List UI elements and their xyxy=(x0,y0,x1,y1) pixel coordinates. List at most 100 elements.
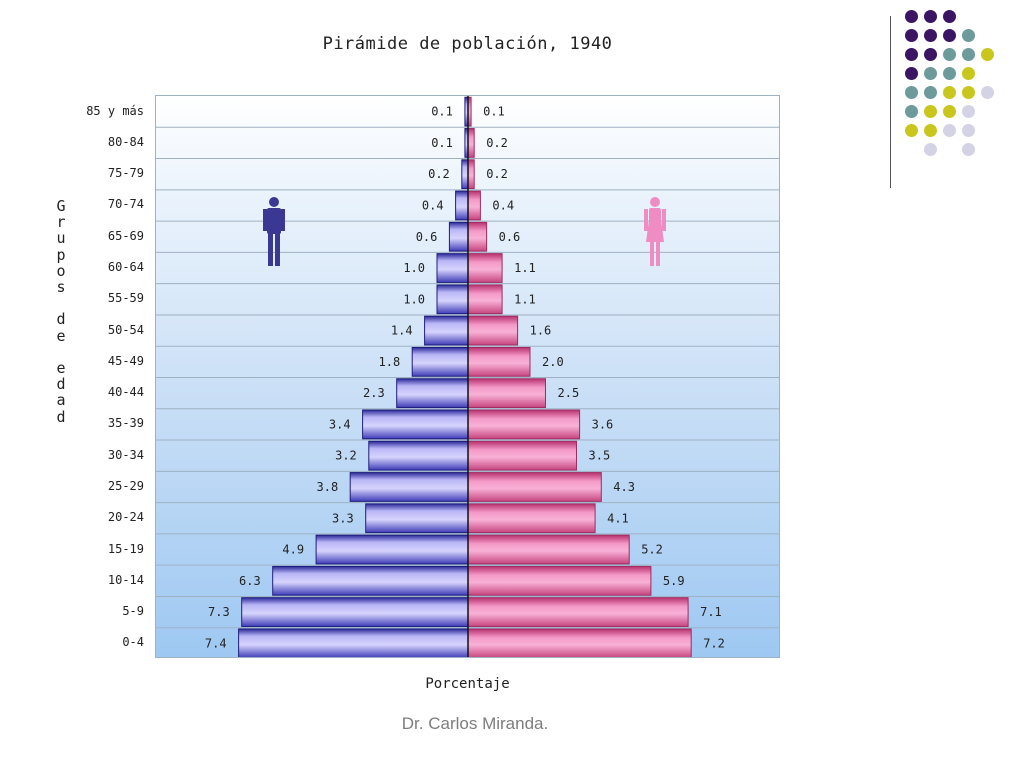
data-label-female-11: 3.5 xyxy=(589,449,611,463)
decorative-dot xyxy=(962,143,975,156)
decorative-dot xyxy=(962,124,975,137)
bar-female-12 xyxy=(467,472,602,502)
bar-female-16 xyxy=(467,597,689,627)
data-label-male-0: 0.1 xyxy=(431,105,453,119)
bar-male-8 xyxy=(411,346,469,377)
bar-male-14 xyxy=(315,534,469,565)
y-tick-label: 45-49 xyxy=(107,353,144,368)
data-label-female-7: 1.6 xyxy=(530,324,552,338)
bar-male-12 xyxy=(349,472,469,502)
chart-title: Pirámide de población, 1940 xyxy=(322,34,613,54)
decorative-dot xyxy=(981,48,994,61)
data-label-male-8: 1.8 xyxy=(379,355,401,369)
decorative-dot xyxy=(924,67,937,80)
decorative-dot xyxy=(943,105,956,118)
data-label-female-9: 2.5 xyxy=(558,386,580,400)
bar-male-11 xyxy=(368,440,469,471)
decorative-dot xyxy=(924,48,937,61)
decorative-dot xyxy=(905,124,918,137)
data-label-male-10: 3.4 xyxy=(329,417,351,431)
bar-female-5 xyxy=(467,253,503,283)
data-label-male-2: 0.2 xyxy=(428,167,450,181)
data-labels: 0.1 0.1 0.1 0.2 0.2 0.2 0.4 0.4 0.6 0.6 1.0 1.1 1.0 1… xyxy=(205,105,725,651)
decorative-dot xyxy=(924,124,937,137)
data-label-male-17: 7.4 xyxy=(205,636,227,650)
decorative-dot xyxy=(924,86,937,99)
data-label-female-4: 0.6 xyxy=(499,230,521,244)
male-figure-icon xyxy=(263,197,285,266)
data-label-female-17: 7.2 xyxy=(703,636,725,650)
bar-female-3 xyxy=(467,190,481,221)
decorative-dot xyxy=(962,29,975,42)
data-label-female-12: 4.3 xyxy=(613,480,635,494)
data-label-female-6: 1.1 xyxy=(514,292,536,306)
data-label-male-11: 3.2 xyxy=(335,449,357,463)
x-axis-label: Porcentaje xyxy=(425,676,510,692)
decorative-dot xyxy=(943,48,956,61)
bar-male-15 xyxy=(272,565,469,596)
y-tick-label: 75-79 xyxy=(107,166,144,181)
bar-female-2 xyxy=(467,159,475,190)
decorative-dot xyxy=(943,10,956,23)
data-label-female-3: 0.4 xyxy=(492,198,514,212)
data-label-female-10: 3.6 xyxy=(592,417,614,431)
bar-female-4 xyxy=(467,221,488,252)
data-label-female-2: 0.2 xyxy=(486,167,508,181)
decorative-dot xyxy=(981,86,994,99)
bar-female-15 xyxy=(467,565,652,596)
decorative-dot xyxy=(905,86,918,99)
decorative-dot xyxy=(962,86,975,99)
decorative-dot xyxy=(905,105,918,118)
data-label-male-16: 7.3 xyxy=(208,605,230,619)
decorative-dot xyxy=(962,67,975,80)
bar-male-16 xyxy=(241,597,469,627)
population-pyramid-chart: 0.1 0.1 0.1 0.2 0.2 0.2 0.4 0.4 0.6 0.6 1.0 1.1 1.0 1… xyxy=(156,96,779,657)
decorative-divider xyxy=(890,16,891,188)
y-tick-label: 60-64 xyxy=(107,260,144,275)
decorative-dot xyxy=(905,29,918,42)
data-label-male-13: 3.3 xyxy=(332,511,354,525)
bar-female-1 xyxy=(467,128,475,158)
decorative-dot xyxy=(905,67,918,80)
y-tick-label: 10-14 xyxy=(107,572,144,587)
bar-female-17 xyxy=(467,628,692,657)
decorative-dot xyxy=(943,67,956,80)
decorative-dot xyxy=(924,143,937,156)
y-tick-label: 65-69 xyxy=(107,228,144,243)
decorative-dot xyxy=(905,48,918,61)
bar-male-4 xyxy=(448,221,469,252)
data-label-female-1: 0.2 xyxy=(486,136,508,150)
bar-female-10 xyxy=(467,409,581,440)
bar-male-13 xyxy=(365,503,469,534)
y-tick-label: 40-44 xyxy=(107,385,144,400)
bar-male-10 xyxy=(362,409,469,440)
decorative-dot xyxy=(905,10,918,23)
bar-male-3 xyxy=(455,190,469,221)
decorative-dot xyxy=(924,10,937,23)
y-tick-label: 15-19 xyxy=(107,541,144,556)
data-label-male-12: 3.8 xyxy=(317,480,339,494)
data-label-female-0: 0.1 xyxy=(483,105,505,119)
data-label-male-3: 0.4 xyxy=(422,198,444,212)
data-label-male-15: 6.3 xyxy=(239,574,261,588)
data-label-male-7: 1.4 xyxy=(391,324,413,338)
bar-female-6 xyxy=(467,284,503,315)
data-label-female-14: 5.2 xyxy=(641,543,663,557)
data-label-female-13: 4.1 xyxy=(607,511,629,525)
bar-female-14 xyxy=(467,534,630,565)
data-label-male-6: 1.0 xyxy=(403,292,425,306)
bar-female-11 xyxy=(467,440,577,471)
bars xyxy=(238,96,692,657)
bar-male-7 xyxy=(424,315,469,346)
data-label-male-9: 2.3 xyxy=(363,386,385,400)
data-label-female-16: 7.1 xyxy=(700,605,722,619)
female-figure-icon xyxy=(644,197,666,266)
decorative-dot xyxy=(924,29,937,42)
data-label-female-8: 2.0 xyxy=(542,355,564,369)
y-tick-label: 5-9 xyxy=(122,604,144,619)
data-label-female-5: 1.1 xyxy=(514,261,536,275)
y-tick-label: 20-24 xyxy=(107,510,144,525)
data-label-male-4: 0.6 xyxy=(416,230,438,244)
decorative-dot xyxy=(962,48,975,61)
bar-male-17 xyxy=(238,628,469,657)
